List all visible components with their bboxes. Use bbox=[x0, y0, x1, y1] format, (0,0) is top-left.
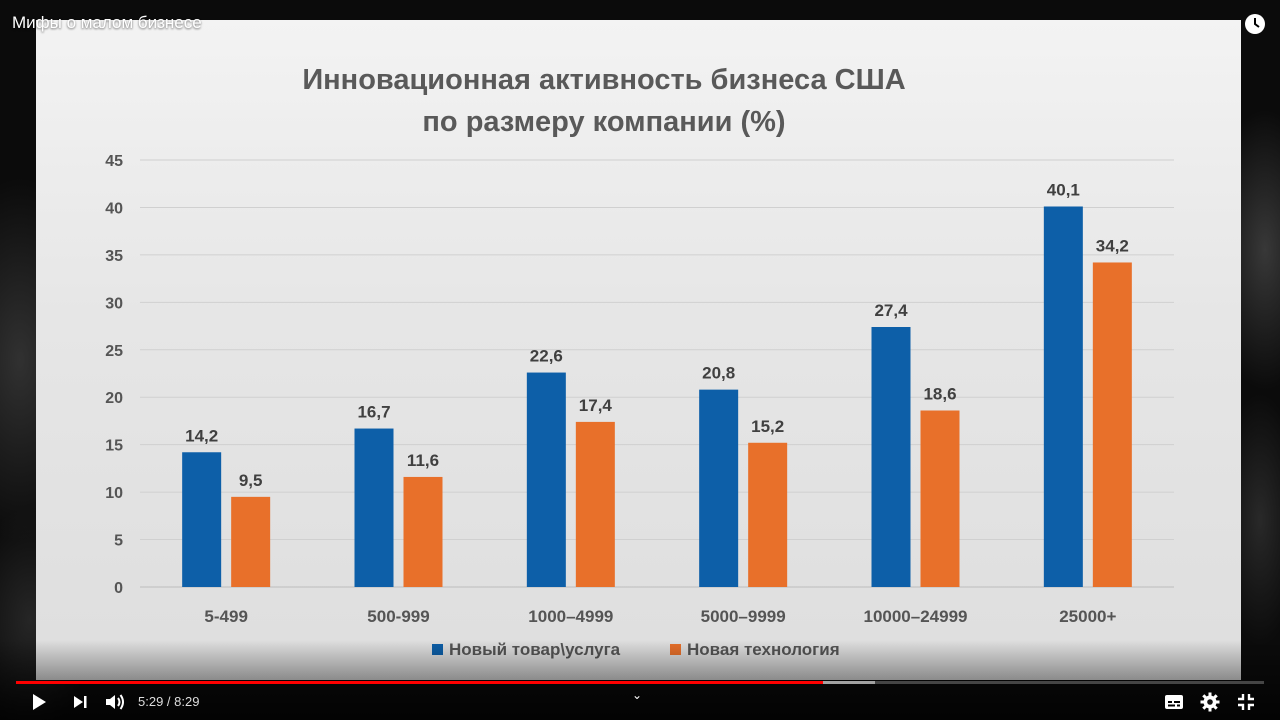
bar bbox=[231, 496, 271, 587]
data-label: 15,2 bbox=[751, 417, 784, 436]
data-label: 14,2 bbox=[185, 426, 218, 445]
bar bbox=[871, 327, 911, 587]
data-label: 18,6 bbox=[923, 385, 956, 404]
bar bbox=[182, 452, 222, 587]
bar bbox=[526, 372, 566, 587]
chevron-up-icon[interactable]: ⌄ bbox=[632, 688, 643, 702]
bar bbox=[699, 389, 739, 587]
x-tick-label: 500-999 bbox=[367, 607, 429, 626]
chart-title-line: по размеру компании (%) bbox=[422, 106, 785, 138]
bar bbox=[1092, 262, 1132, 587]
x-tick-label: 10000–24999 bbox=[863, 607, 967, 626]
bar bbox=[575, 421, 615, 587]
next-button[interactable] bbox=[66, 688, 94, 716]
progress-played bbox=[16, 681, 824, 684]
data-label: 16,7 bbox=[357, 403, 390, 422]
settings-icon bbox=[1200, 692, 1220, 712]
exit-fullscreen-icon bbox=[1238, 694, 1254, 710]
bar bbox=[403, 476, 443, 587]
bar-chart: Инновационная активность бизнеса США по р… bbox=[105, 64, 1174, 659]
data-label: 17,4 bbox=[579, 396, 613, 415]
y-tick-label: 0 bbox=[114, 580, 123, 597]
slide-area: Инновационная активность бизнеса США по р… bbox=[36, 20, 1241, 680]
y-tick-label: 25 bbox=[105, 343, 123, 360]
video-title[interactable]: Мифы о малом бизнесе bbox=[12, 13, 202, 32]
bar bbox=[1043, 206, 1083, 588]
subtitles-icon bbox=[1165, 695, 1183, 709]
exit-fullscreen-button[interactable] bbox=[1232, 688, 1260, 716]
clock-icon[interactable] bbox=[1244, 13, 1266, 35]
time-display: 5:29 / 8:29 bbox=[138, 694, 200, 709]
controls-gradient bbox=[0, 640, 1280, 720]
subtitles-button[interactable] bbox=[1160, 688, 1188, 716]
data-label: 27,4 bbox=[874, 301, 908, 320]
y-tick-label: 30 bbox=[105, 295, 123, 312]
y-tick-label: 10 bbox=[105, 485, 123, 502]
data-label: 9,5 bbox=[239, 471, 263, 490]
data-label: 11,6 bbox=[407, 451, 439, 470]
x-tick-label: 1000–4999 bbox=[528, 607, 613, 626]
data-label: 22,6 bbox=[530, 347, 563, 366]
volume-button[interactable] bbox=[101, 688, 129, 716]
y-tick-label: 15 bbox=[105, 438, 123, 455]
x-tick-label: 5-499 bbox=[204, 607, 247, 626]
bar bbox=[920, 410, 960, 587]
y-tick-label: 40 bbox=[105, 200, 123, 217]
bar bbox=[748, 442, 788, 587]
x-tick-label: 5000–9999 bbox=[701, 607, 786, 626]
settings-button[interactable] bbox=[1196, 688, 1224, 716]
y-tick-label: 20 bbox=[105, 390, 123, 407]
y-tick-label: 5 bbox=[114, 533, 123, 550]
x-tick-label: 25000+ bbox=[1059, 607, 1116, 626]
progress-bar[interactable] bbox=[16, 681, 1264, 684]
bar bbox=[354, 428, 394, 587]
data-label: 34,2 bbox=[1096, 236, 1129, 255]
chart-title-line: Инновационная активность бизнеса США bbox=[302, 64, 905, 96]
play-button[interactable] bbox=[25, 688, 53, 716]
volume-icon bbox=[106, 694, 124, 710]
play-icon bbox=[33, 694, 46, 710]
next-icon bbox=[74, 696, 87, 708]
y-tick-label: 35 bbox=[105, 248, 123, 265]
y-tick-label: 45 bbox=[105, 153, 123, 170]
data-label: 20,8 bbox=[702, 364, 735, 383]
data-label: 40,1 bbox=[1047, 180, 1080, 199]
